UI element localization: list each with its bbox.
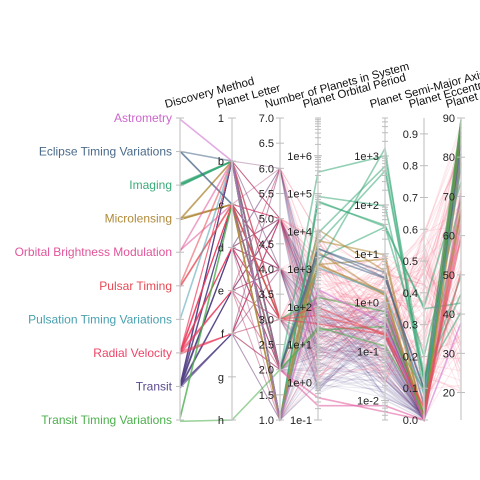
tick-label: 1e+4 bbox=[287, 226, 312, 238]
category-label: Radial Velocity bbox=[93, 346, 172, 360]
tick-label: 6.0 bbox=[259, 163, 274, 175]
tick-label: d bbox=[218, 242, 224, 254]
tick-label: 0.9 bbox=[403, 129, 418, 141]
tick-label: 1e+3 bbox=[287, 264, 312, 276]
tick-label: 0.8 bbox=[403, 161, 418, 173]
tick-label: c bbox=[219, 199, 225, 211]
tick-label: 7.0 bbox=[259, 113, 274, 125]
tick-label: 0.6 bbox=[403, 224, 418, 236]
tick-label: 1e+5 bbox=[287, 189, 312, 201]
tick-label: 0.7 bbox=[403, 192, 418, 204]
tick-label: 70 bbox=[443, 191, 455, 203]
tick-label: 1.5 bbox=[259, 390, 274, 402]
tick-label: 1.0 bbox=[259, 415, 274, 427]
tick-label: 80 bbox=[443, 152, 455, 164]
tick-label: 1e+0 bbox=[287, 377, 312, 389]
tick-label: 5.0 bbox=[259, 214, 274, 226]
tick-label: 5.5 bbox=[259, 189, 274, 201]
category-label: Microlensing bbox=[105, 212, 172, 226]
category-label: Astrometry bbox=[114, 111, 172, 125]
tick-label: 4.5 bbox=[259, 239, 274, 251]
category-label: Orbital Brightness Modulation bbox=[15, 245, 172, 259]
tick-label: 50 bbox=[443, 270, 455, 282]
tick-label: b bbox=[218, 156, 224, 168]
tick-label: f bbox=[221, 329, 225, 341]
tick-label: g bbox=[218, 372, 224, 384]
tick-label: 0.2 bbox=[403, 351, 418, 363]
tick-label: 60 bbox=[443, 231, 455, 243]
tick-label: 20 bbox=[443, 388, 455, 400]
tick-label: 0.3 bbox=[403, 320, 418, 332]
tick-label: 40 bbox=[443, 309, 455, 321]
tick-label: 0.0 bbox=[403, 415, 418, 427]
category-label: Imaging bbox=[129, 178, 172, 192]
tick-label: 1e+1 bbox=[287, 340, 312, 352]
category-label: Transit bbox=[136, 379, 173, 393]
category-label: Pulsar Timing bbox=[99, 279, 172, 293]
tick-label: 6.5 bbox=[259, 138, 274, 150]
tick-label: 1e+2 bbox=[287, 302, 312, 314]
tick-label: 1e-1 bbox=[290, 415, 312, 427]
tick-label: 1 bbox=[218, 113, 224, 125]
tick-label: 0.5 bbox=[403, 256, 418, 268]
tick-label: 30 bbox=[443, 348, 455, 360]
tick-label: 1e-2 bbox=[357, 396, 379, 408]
tick-label: 2.5 bbox=[259, 340, 274, 352]
category-label: Transit Timing Variations bbox=[41, 413, 172, 427]
tick-label: 1e+3 bbox=[354, 151, 379, 163]
category-label: Eclipse Timing Variations bbox=[39, 145, 172, 159]
tick-label: 4.0 bbox=[259, 264, 274, 276]
tick-label: 1e+2 bbox=[354, 200, 379, 212]
tick-label: 1e+6 bbox=[287, 151, 312, 163]
tick-label: 3.5 bbox=[259, 289, 274, 301]
tick-label: 1e+0 bbox=[354, 298, 379, 310]
tick-label: h bbox=[218, 415, 224, 427]
tick-label: e bbox=[218, 286, 224, 298]
tick-label: 3.0 bbox=[259, 314, 274, 326]
tick-label: 0.1 bbox=[403, 383, 418, 395]
tick-label: 1e+1 bbox=[354, 249, 379, 261]
tick-label: 2.0 bbox=[259, 365, 274, 377]
category-label: Pulsation Timing Variations bbox=[28, 312, 172, 326]
tick-label: 90 bbox=[443, 113, 455, 125]
tick-label: 1e-1 bbox=[357, 347, 379, 359]
tick-label: 0.4 bbox=[403, 288, 418, 300]
